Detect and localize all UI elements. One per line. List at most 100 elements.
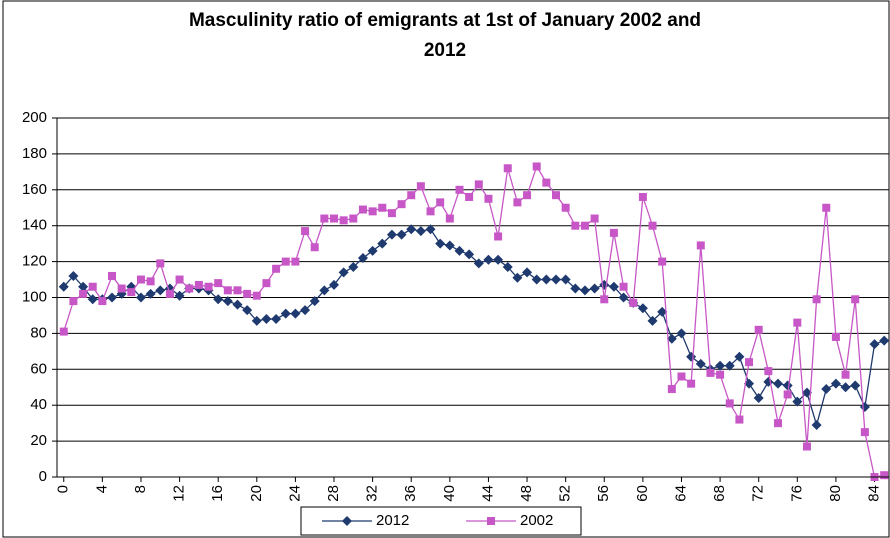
data-point [232, 299, 243, 310]
data-point [706, 368, 715, 377]
data-point [608, 281, 619, 292]
data-point [512, 272, 523, 283]
data-point [357, 253, 368, 264]
data-point [677, 372, 686, 381]
data-point [367, 245, 378, 256]
data-point [822, 203, 831, 212]
x-tick-label: 64 [672, 485, 689, 502]
data-point [280, 308, 291, 319]
data-point [821, 384, 832, 395]
x-tick-label: 8 [132, 485, 149, 493]
data-point [135, 292, 146, 303]
data-point [291, 257, 300, 266]
data-point [570, 283, 581, 294]
data-point [850, 380, 861, 391]
data-point [330, 214, 339, 223]
data-point [146, 277, 155, 286]
data-point [262, 279, 271, 288]
data-point [647, 315, 658, 326]
x-tick-label: 20 [248, 485, 265, 502]
x-tick-label: 40 [441, 485, 458, 502]
chart-title: Masculinity ratio of emigrants at 1st of… [188, 10, 702, 61]
data-point [484, 194, 493, 203]
data-point [377, 238, 388, 249]
x-tick-label: 0 [55, 485, 72, 493]
data-point [735, 415, 744, 424]
data-point [251, 315, 262, 326]
data-point [319, 285, 330, 296]
data-point [261, 314, 272, 325]
data-point [223, 286, 232, 295]
data-point [744, 378, 755, 389]
data-point [69, 297, 78, 306]
data-point [214, 279, 223, 288]
data-point [532, 162, 541, 171]
y-tick-label: 40 [30, 396, 47, 413]
data-point [338, 267, 349, 278]
legend-label: 2012 [376, 512, 409, 529]
data-point [194, 280, 203, 289]
data-point [801, 387, 812, 398]
data-point [831, 332, 840, 341]
data-point [396, 229, 407, 240]
data-point [783, 390, 792, 399]
data-point [444, 240, 455, 251]
y-tick-label: 60 [30, 360, 47, 377]
x-tick-label: 12 [171, 485, 188, 502]
data-point [734, 351, 745, 362]
data-point [551, 274, 562, 285]
data-point [753, 393, 764, 404]
data-point [436, 198, 445, 207]
data-point [465, 192, 474, 201]
data-point [473, 258, 484, 269]
data-point [301, 227, 310, 236]
x-tick-label: 52 [557, 485, 574, 502]
data-point [310, 243, 319, 252]
x-tick-label: 36 [402, 485, 419, 502]
data-point [637, 303, 648, 314]
data-point [233, 286, 242, 295]
data-point [222, 296, 233, 307]
data-point [185, 284, 194, 293]
y-tick-label: 120 [22, 253, 47, 270]
data-point [725, 399, 734, 408]
x-tick-label: 24 [286, 485, 303, 502]
data-point [589, 283, 600, 294]
x-tick-label: 76 [788, 485, 805, 502]
y-tick-label: 20 [30, 432, 47, 449]
data-point [165, 289, 174, 298]
data-point [609, 228, 618, 237]
data-point [415, 226, 426, 237]
data-point [155, 285, 166, 296]
x-tick-label: 56 [595, 485, 612, 502]
data-point [552, 191, 561, 200]
data-point [860, 428, 869, 437]
data-point [580, 221, 589, 230]
data-point [329, 279, 340, 290]
data-point [445, 214, 454, 223]
data-point [600, 295, 609, 304]
data-point [108, 271, 117, 280]
y-tick-label: 0 [39, 468, 47, 485]
data-point [879, 335, 890, 346]
data-point [136, 275, 145, 284]
data-point [773, 378, 784, 389]
data-point [79, 289, 88, 298]
y-tick-label: 80 [30, 324, 47, 341]
data-point [455, 185, 464, 194]
data-point [793, 318, 802, 327]
x-tick-label: 84 [865, 485, 882, 502]
data-point [812, 295, 821, 304]
data-point [542, 178, 551, 187]
data-point [204, 282, 213, 291]
data-point [648, 221, 657, 230]
data-point [745, 358, 754, 367]
data-point [320, 214, 329, 223]
data-point [851, 295, 860, 304]
legend-marker [342, 516, 352, 526]
data-point [638, 192, 647, 201]
data-point [435, 238, 446, 249]
data-point [474, 180, 483, 189]
data-point [107, 292, 118, 303]
